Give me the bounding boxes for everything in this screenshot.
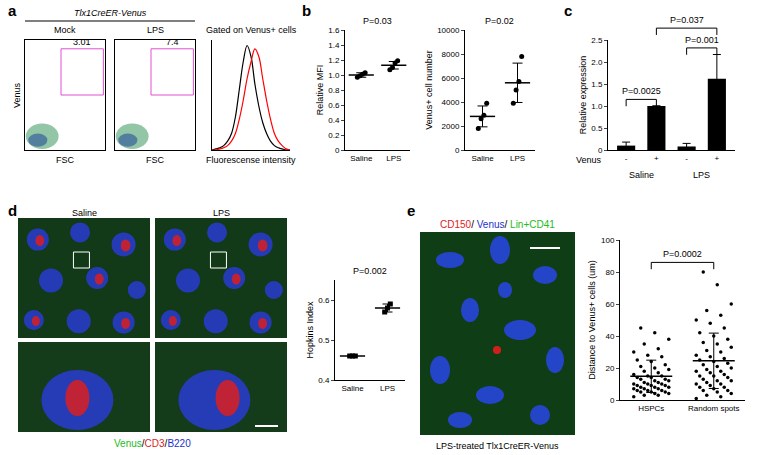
svg-text:LPS: LPS: [510, 154, 525, 163]
svg-text:LPS: LPS: [147, 25, 164, 35]
svg-text:P=0.0025: P=0.0025: [622, 86, 661, 96]
svg-text:0: 0: [610, 396, 615, 405]
svg-text:LPS: LPS: [386, 154, 401, 163]
svg-text:P=0.0002: P=0.0002: [663, 249, 702, 259]
svg-text:0.5: 0.5: [591, 124, 603, 133]
svg-text:0.2: 0.2: [328, 131, 340, 140]
svg-text:2.5: 2.5: [591, 36, 603, 45]
svg-text:1.6: 1.6: [328, 26, 340, 35]
svg-text:40: 40: [605, 332, 614, 341]
svg-text:P=0.037: P=0.037: [670, 15, 704, 25]
svg-text:HSPCs: HSPCs: [638, 404, 664, 413]
svg-text:1.5: 1.5: [591, 80, 603, 89]
svg-text:0.5: 0.5: [318, 336, 330, 345]
svg-text:1.4: 1.4: [328, 41, 340, 50]
svg-text:e: e: [407, 202, 415, 219]
svg-text:7.4: 7.4: [166, 37, 179, 47]
svg-text:a: a: [8, 2, 17, 19]
svg-text:Hopkins Index: Hopkins Index: [305, 301, 315, 359]
svg-text:Relative expression: Relative expression: [578, 56, 588, 135]
svg-text:2.0: 2.0: [591, 58, 603, 67]
svg-text:Distance to Venus+ cells (um): Distance to Venus+ cells (um): [587, 260, 597, 379]
svg-text:3.01: 3.01: [73, 37, 91, 47]
svg-text:d: d: [8, 202, 17, 219]
svg-text:LPS: LPS: [693, 170, 710, 180]
svg-text:1.0: 1.0: [591, 102, 603, 111]
svg-text:Relative MFI: Relative MFI: [315, 65, 325, 116]
svg-text:Saline: Saline: [341, 384, 364, 393]
svg-text:0: 0: [335, 146, 340, 155]
svg-text:FSC: FSC: [146, 155, 165, 165]
svg-text:0.4: 0.4: [318, 376, 330, 385]
svg-text:Gated on Venus+ cells: Gated on Venus+ cells: [206, 25, 297, 35]
svg-text:2000: 2000: [442, 122, 460, 131]
svg-text:Venus+ cell number: Venus+ cell number: [424, 50, 434, 129]
svg-text:20: 20: [605, 364, 614, 373]
svg-text:8000: 8000: [442, 50, 460, 59]
svg-text:60: 60: [605, 300, 614, 309]
svg-text:0.4: 0.4: [328, 116, 340, 125]
svg-text:LPS: LPS: [213, 208, 230, 218]
svg-text:Fluorescense intensity: Fluorescense intensity: [206, 155, 296, 165]
svg-text:Venus: Venus: [12, 82, 22, 108]
svg-text:0: 0: [598, 146, 603, 155]
svg-text:P=0.02: P=0.02: [485, 16, 514, 26]
svg-text:4000: 4000: [442, 98, 460, 107]
svg-text:LPS: LPS: [380, 384, 395, 393]
svg-text:P=0.001: P=0.001: [685, 35, 719, 45]
svg-text:CD150/ Venus/ Lin+CD41: CD150/ Venus/ Lin+CD41: [440, 219, 555, 230]
svg-text:Venus/CD3/B220: Venus/CD3/B220: [114, 438, 191, 449]
svg-text:80: 80: [605, 268, 614, 277]
svg-text:Mock: Mock: [54, 25, 76, 35]
svg-text:1.0: 1.0: [328, 71, 340, 80]
svg-text:Venus: Venus: [576, 155, 602, 165]
svg-text:LPS-treated Tlx1CreER-Venus: LPS-treated Tlx1CreER-Venus: [436, 441, 559, 451]
svg-text:+: +: [715, 154, 720, 163]
svg-text:FSC: FSC: [56, 155, 75, 165]
svg-text:Random spots: Random spots: [688, 404, 740, 413]
svg-text:Tlx1CreER-Venus: Tlx1CreER-Venus: [74, 8, 147, 18]
svg-text:+: +: [654, 154, 659, 163]
svg-text:Saline: Saline: [350, 154, 373, 163]
svg-text:-: -: [625, 154, 628, 163]
svg-text:c: c: [564, 2, 572, 19]
svg-text:P=0.002: P=0.002: [353, 266, 387, 276]
svg-text:Saline: Saline: [72, 208, 97, 218]
svg-text:6000: 6000: [442, 74, 460, 83]
svg-text:b: b: [302, 2, 311, 19]
svg-text:Saline: Saline: [471, 154, 494, 163]
svg-text:10000: 10000: [437, 26, 460, 35]
svg-text:0.6: 0.6: [328, 101, 340, 110]
svg-text:-: -: [685, 154, 688, 163]
svg-text:100: 100: [601, 236, 615, 245]
svg-text:P=0.03: P=0.03: [363, 16, 392, 26]
svg-text:Saline: Saline: [629, 170, 654, 180]
svg-text:1.2: 1.2: [328, 56, 340, 65]
svg-text:0: 0: [455, 146, 460, 155]
svg-text:0.6: 0.6: [318, 296, 330, 305]
svg-text:0.8: 0.8: [328, 86, 340, 95]
